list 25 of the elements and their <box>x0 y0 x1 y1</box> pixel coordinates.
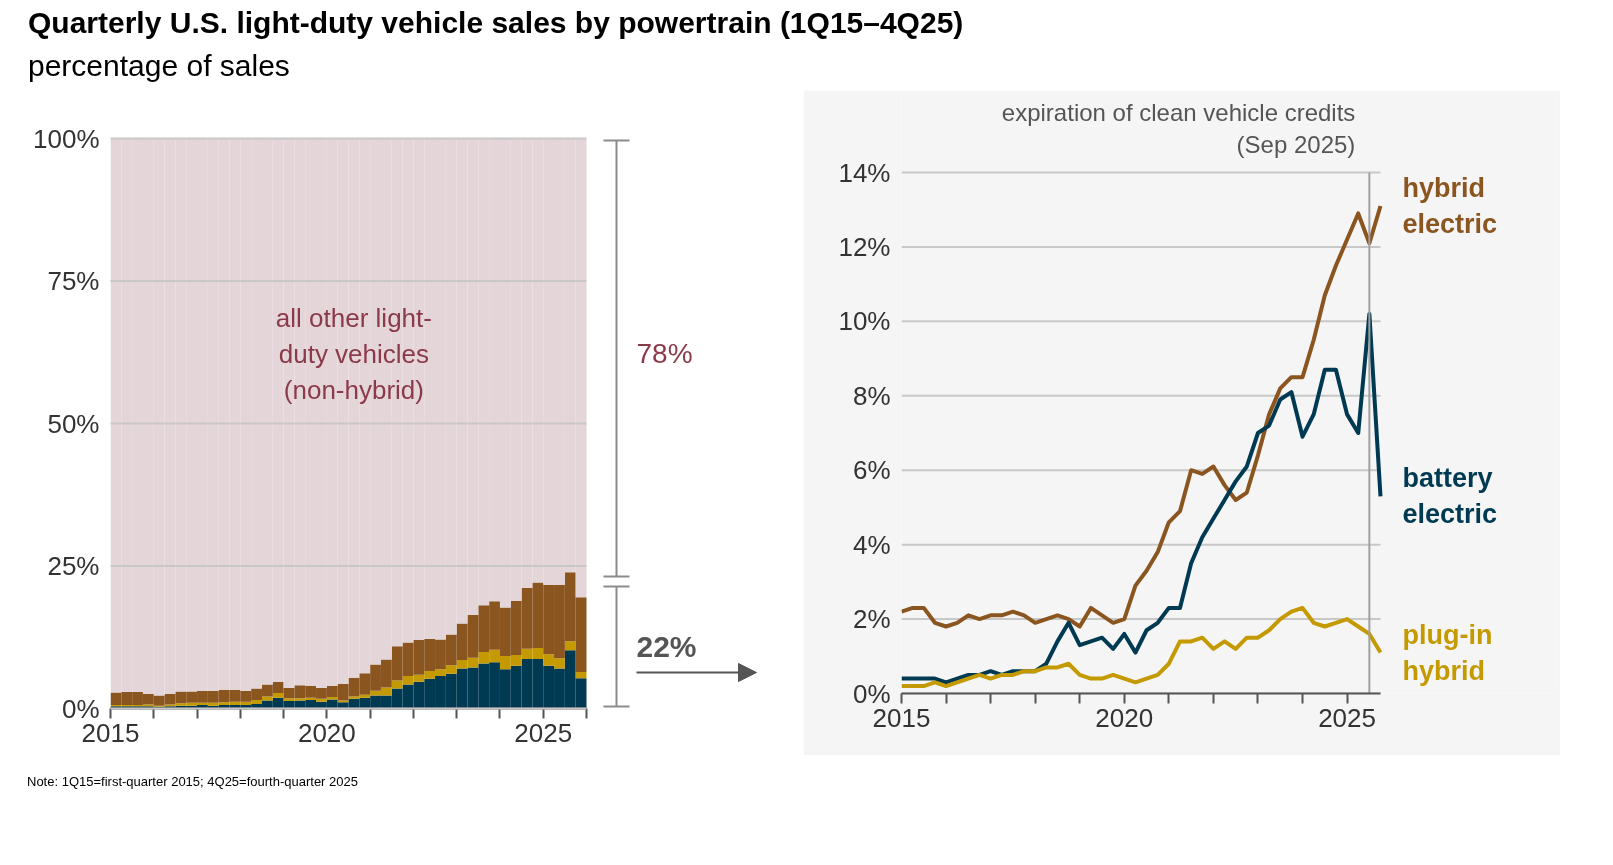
chart-subtitle: percentage of sales <box>28 47 290 84</box>
x-tick-label: 2025 <box>514 717 573 748</box>
text: Note: 1Q15=first-quarter 2015; 4Q25=fourth-quarter 2025 <box>27 772 358 791</box>
series-label: battery electric <box>1402 462 1498 529</box>
y-tick-label: 14% <box>838 157 891 188</box>
y-tick-label: 6% <box>852 454 891 485</box>
text: 22% <box>636 629 697 663</box>
y-tick-label: 100% <box>33 123 100 154</box>
x-tick-label: 2020 <box>297 717 356 748</box>
chart-title: Quarterly U.S. light-duty vehicle sales by powertrain (1Q15–4Q25) <box>28 5 964 41</box>
y-tick-label: 12% <box>838 231 891 262</box>
series-label: plug-in hybrid <box>1402 619 1493 686</box>
y-tick-label: 2% <box>852 603 891 634</box>
ref-line-label: expiration of clean vehicle credits (Sep 2025) <box>1001 98 1356 159</box>
text: 78% <box>636 337 693 369</box>
y-tick-label: 50% <box>47 408 100 439</box>
y-tick-label: 75% <box>47 265 100 296</box>
x-tick-label: 2025 <box>1318 702 1377 733</box>
y-tick-label: 10% <box>838 306 891 337</box>
series-label: all other light-duty vehicles (non-hybrid) <box>275 302 432 405</box>
y-tick-label: 25% <box>47 550 100 581</box>
x-tick-label: 2020 <box>1095 702 1154 733</box>
y-tick-label: 8% <box>852 380 891 411</box>
y-tick-label: 4% <box>852 529 891 560</box>
series-label: hybrid electric <box>1402 172 1498 239</box>
